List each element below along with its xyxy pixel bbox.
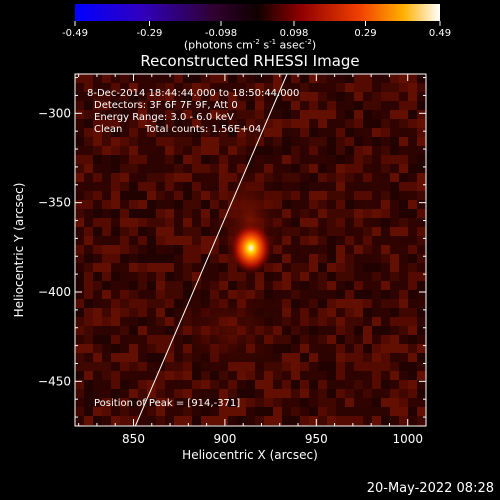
total-counts-annotation: Total counts: 1.56E+04 — [145, 124, 262, 135]
colorbar-ticks — [74, 21, 441, 26]
x-tick-label: 1000 — [392, 432, 423, 446]
colorbar-tick-label: 0.29 — [354, 28, 376, 39]
y-axis-label: Heliocentric Y (arcsec) — [12, 183, 26, 318]
colorbar-tick-labels: -0.49 -0.29 -0.098 0.098 0.29 0.49 — [62, 28, 451, 39]
y-tick-label: −450 — [38, 374, 71, 388]
colorbar-unit-label: (photons cm-2 s-1 asec-2) — [183, 38, 317, 52]
peak-position-annotation: Position of Peak = [914,-371] — [94, 398, 241, 409]
heatmap-image — [75, 74, 426, 426]
colorbar-tick-label: -0.098 — [205, 28, 237, 39]
colorbar — [75, 4, 440, 21]
x-tick-label: 900 — [213, 432, 236, 446]
date-stamp: 20-May-2022 08:28 — [366, 481, 494, 496]
energy-range-annotation: Energy Range: 3.0 - 6.0 keV — [94, 112, 234, 123]
x-tick-labels: 850 900 950 1000 — [122, 432, 423, 446]
method-annotation: Clean — [94, 124, 123, 135]
detectors-annotation: Detectors: 3F 6F 7F 9F, Att 0 — [94, 100, 238, 111]
y-tick-labels: −300 −350 −400 −450 — [38, 106, 71, 388]
colorbar-tick-label: 0.098 — [280, 28, 309, 39]
colorbar-tick-label: -0.49 — [62, 28, 88, 39]
y-tick-label: −350 — [38, 196, 71, 210]
plot-frame — [74, 73, 427, 427]
y-tick-label: −300 — [38, 106, 71, 120]
solar-limb-line — [134, 73, 288, 427]
x-tick-label: 950 — [305, 432, 328, 446]
y-tick-label: −400 — [38, 285, 71, 299]
x-tick-label: 850 — [122, 432, 145, 446]
peak-source — [229, 221, 273, 275]
colorbar-tick-label: -0.29 — [137, 28, 163, 39]
colorbar-tick-label: 0.49 — [429, 28, 451, 39]
time-range-annotation: 8-Dec-2014 18:44:44.000 to 18:50:44.000 — [87, 88, 300, 99]
chart-title: Reconstructed RHESSI Image — [140, 52, 360, 70]
axis-ticks — [75, 74, 427, 426]
x-axis-label: Heliocentric X (arcsec) — [182, 448, 318, 462]
